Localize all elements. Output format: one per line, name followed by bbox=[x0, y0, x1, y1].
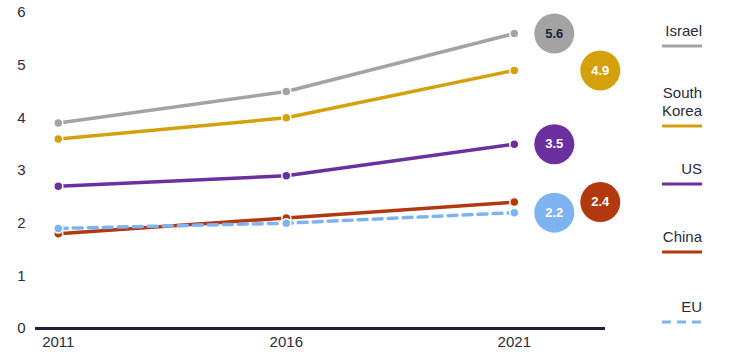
html-text:Israel: Israel bbox=[665, 22, 702, 39]
svg-text:5: 5 bbox=[17, 56, 25, 73]
svg-text:4.9: 4.9 bbox=[591, 63, 609, 78]
svg-text:2011: 2011 bbox=[42, 333, 74, 350]
svg-text:5.6: 5.6 bbox=[545, 26, 563, 41]
svg-text:6: 6 bbox=[17, 3, 25, 20]
svg-text:2.4: 2.4 bbox=[591, 194, 610, 209]
svg-text:2.2: 2.2 bbox=[545, 205, 563, 220]
svg-text:3: 3 bbox=[17, 161, 25, 178]
svg-text:4: 4 bbox=[17, 109, 25, 126]
html-text:China: China bbox=[662, 228, 702, 245]
svg-text:3.5: 3.5 bbox=[545, 136, 563, 151]
svg-text:1: 1 bbox=[17, 267, 25, 284]
svg-text:2016: 2016 bbox=[270, 333, 303, 350]
html-text:South Korea: South Korea bbox=[662, 84, 702, 119]
html-text:EU: EU bbox=[681, 298, 702, 315]
svg-text:0: 0 bbox=[17, 319, 25, 336]
svg-text:2021: 2021 bbox=[498, 333, 531, 350]
html-text:US: US bbox=[681, 160, 702, 177]
svg-text:2: 2 bbox=[17, 214, 25, 231]
